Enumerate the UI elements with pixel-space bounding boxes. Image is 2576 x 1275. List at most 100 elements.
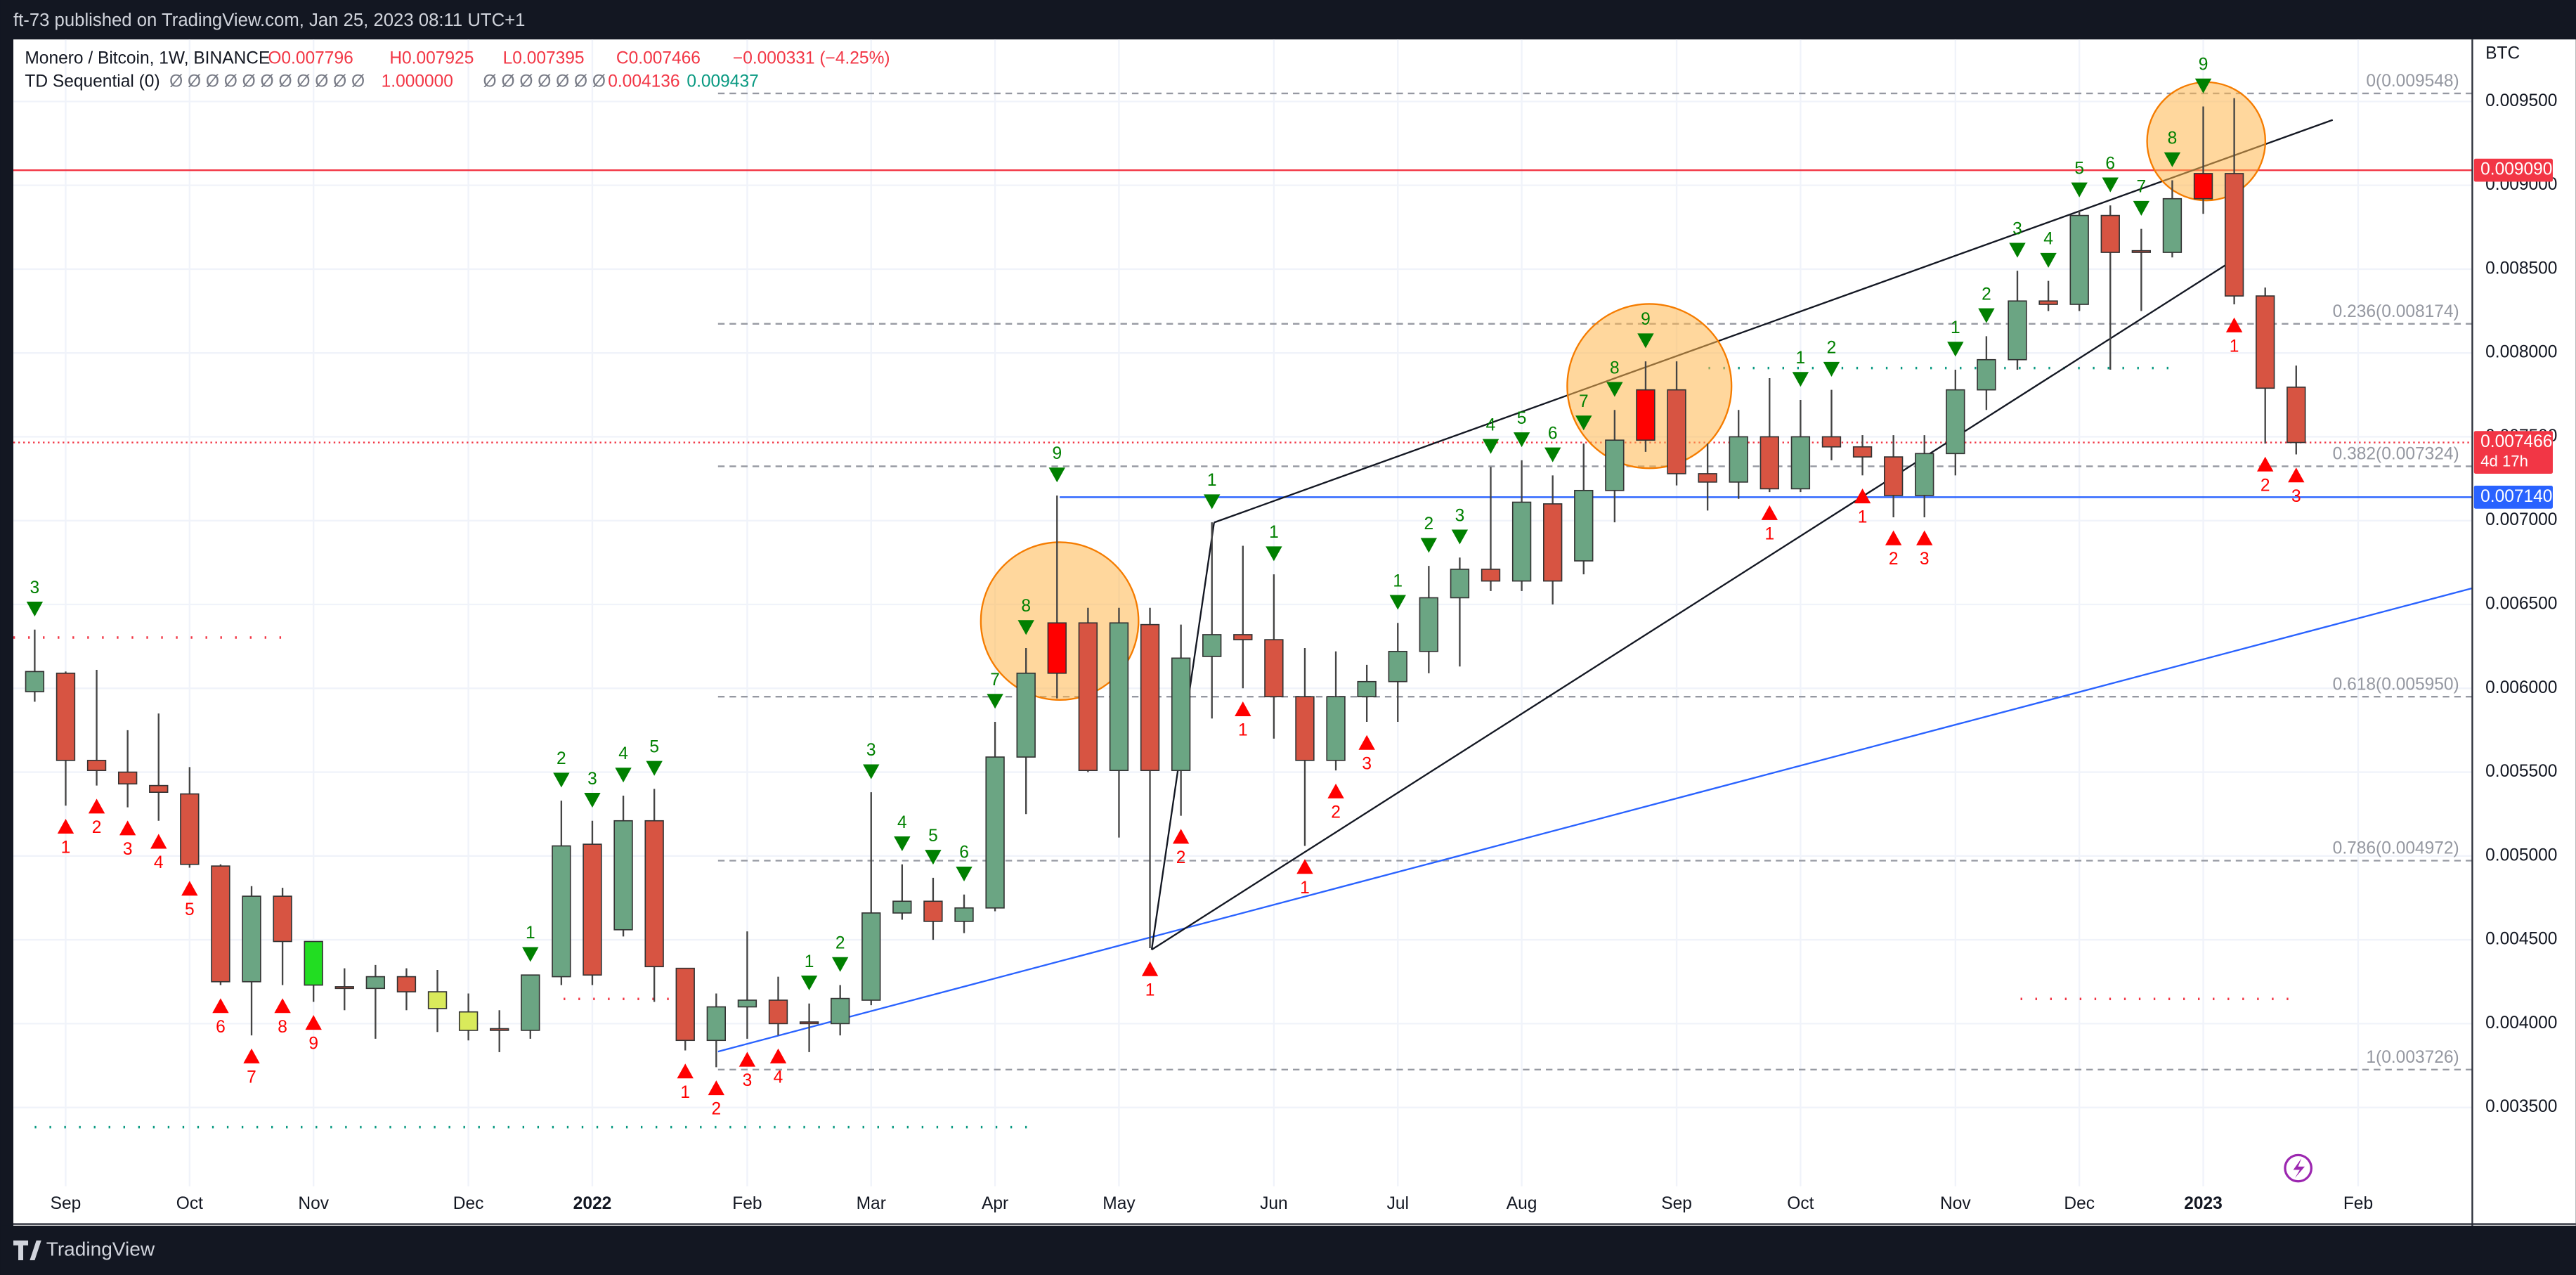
td-buy-count: 3 (1362, 754, 1372, 773)
candle-body (861, 912, 881, 1001)
td-sell-marker (1947, 342, 1964, 357)
candle-body (242, 895, 261, 983)
candle-body (149, 784, 169, 793)
td-sell-marker (863, 764, 880, 779)
td-buy-count: 9 (308, 1035, 318, 1054)
td-buy-marker (150, 834, 167, 849)
td-sell-count: 9 (1641, 310, 1651, 329)
td-sell-count: 9 (2199, 56, 2209, 75)
candle-body (427, 991, 448, 1009)
price-label: 0.009090 (2480, 160, 2552, 179)
td-sell-count: 4 (897, 813, 907, 832)
alert-icon[interactable] (2293, 1158, 2305, 1179)
td-buy-count: 4 (154, 853, 164, 872)
levels: 0(0.009548) 0.236(0.008174) 0.382(0.007324… (13, 72, 2473, 1070)
td-sell-marker (1544, 447, 1561, 462)
td-sell-marker (1482, 439, 1500, 454)
y-unit: BTC (2485, 44, 2520, 63)
td-buy-count: 6 (216, 1018, 226, 1037)
x-tick-label: Nov (1940, 1194, 1971, 1213)
candle-body (1450, 569, 1470, 599)
price-label-box (2473, 485, 2553, 509)
candle-body (2224, 173, 2244, 297)
y-tick-label: 0.009500 (2485, 91, 2557, 110)
td-sell-marker (1978, 308, 1995, 323)
candle-body (2038, 300, 2058, 305)
td-sell-marker (1575, 415, 1592, 431)
td-sell-count: 2 (835, 934, 845, 953)
y-tick-label: 0.008500 (2485, 259, 2557, 278)
candle-body (1357, 680, 1377, 698)
candle-body (2131, 250, 2152, 253)
ohlc-value: H0.007925 (389, 49, 474, 68)
td-buy-count: 1 (680, 1083, 690, 1102)
td-sell-count: 4 (618, 744, 628, 763)
td-sell-count: 3 (2012, 219, 2022, 238)
td-buy-count: 5 (185, 900, 195, 919)
candle-body (365, 976, 386, 990)
td-sell-marker (1513, 432, 1530, 448)
td-buy-marker (1885, 530, 1902, 545)
candle-body (1295, 696, 1315, 761)
footer (0, 1225, 2576, 1275)
td-buy-marker (181, 881, 198, 896)
x-tick-label: Oct (176, 1194, 203, 1213)
td-sell-marker (2009, 242, 2026, 258)
td-buy-marker (274, 998, 291, 1014)
candle-body (304, 940, 323, 986)
y-tick-label: 0.004000 (2485, 1014, 2557, 1033)
td-sell-count: 8 (2168, 129, 2178, 148)
candle-body (1171, 657, 1191, 771)
candle-body (1977, 358, 1996, 391)
candle-body (521, 974, 540, 1031)
td-buy-marker (769, 1048, 787, 1063)
highlight-circle (980, 541, 1140, 701)
indicator-value: 1.000000 (382, 72, 453, 91)
trendline (1214, 119, 2334, 524)
candle-body (1109, 622, 1129, 771)
y-tick-label: 0.004500 (2485, 930, 2557, 949)
candle-body (737, 999, 757, 1008)
td-buy-marker (1327, 783, 1344, 798)
td-sell-count: 5 (928, 827, 938, 846)
candle-body (768, 999, 788, 1025)
candle-body (1326, 696, 1346, 761)
td-buy-marker (1296, 859, 1313, 874)
td-buy-marker (305, 1015, 322, 1030)
td-sell-count: 2 (1424, 514, 1434, 533)
td-sell-count: 3 (30, 578, 40, 597)
td-sell-count: 8 (1610, 358, 1620, 377)
fib-label: 0.786(0.004972) (2333, 839, 2459, 858)
drawings (13, 81, 2473, 1129)
indicator-value: 0.009437 (687, 72, 758, 91)
td-buy-count: 2 (2260, 476, 2270, 495)
alert-icon[interactable] (2284, 1153, 2312, 1183)
td-sell-count: 7 (990, 671, 1000, 690)
fib-label: 0.382(0.007324) (2333, 445, 2459, 464)
candle-body (1016, 672, 1036, 758)
candle-body (458, 1011, 479, 1031)
candle-body (334, 986, 354, 990)
candle-body (86, 760, 107, 771)
td-sell-count: 5 (2074, 159, 2084, 178)
td-sell-marker (2040, 252, 2057, 268)
trendline (717, 587, 2473, 1053)
candle-body (954, 907, 974, 922)
td-sell-marker (1420, 538, 1438, 553)
td-sell-marker (987, 694, 1003, 709)
x-tick-label: Aug (1507, 1194, 1537, 1213)
candle-body (613, 820, 633, 931)
candle-body (985, 756, 1005, 909)
candle-body (2069, 214, 2089, 305)
td-buy-count: 3 (1920, 550, 1930, 569)
symbol: Monero / Bitcoin, 1W, BINANCE (25, 49, 270, 68)
td-buy-marker (739, 1051, 756, 1067)
ohlc-value: −0.000331 (−4.25%) (733, 49, 890, 68)
td-sell-marker (1792, 372, 1809, 387)
td-sell-count: 3 (866, 741, 876, 760)
td-buy-count: 1 (1145, 980, 1155, 999)
price-label: 0.007140 (2480, 487, 2552, 506)
td-sell-marker (1451, 529, 1469, 545)
y-tick-label: 0.007000 (2485, 510, 2557, 529)
td-sell-count: 6 (1548, 424, 1558, 443)
